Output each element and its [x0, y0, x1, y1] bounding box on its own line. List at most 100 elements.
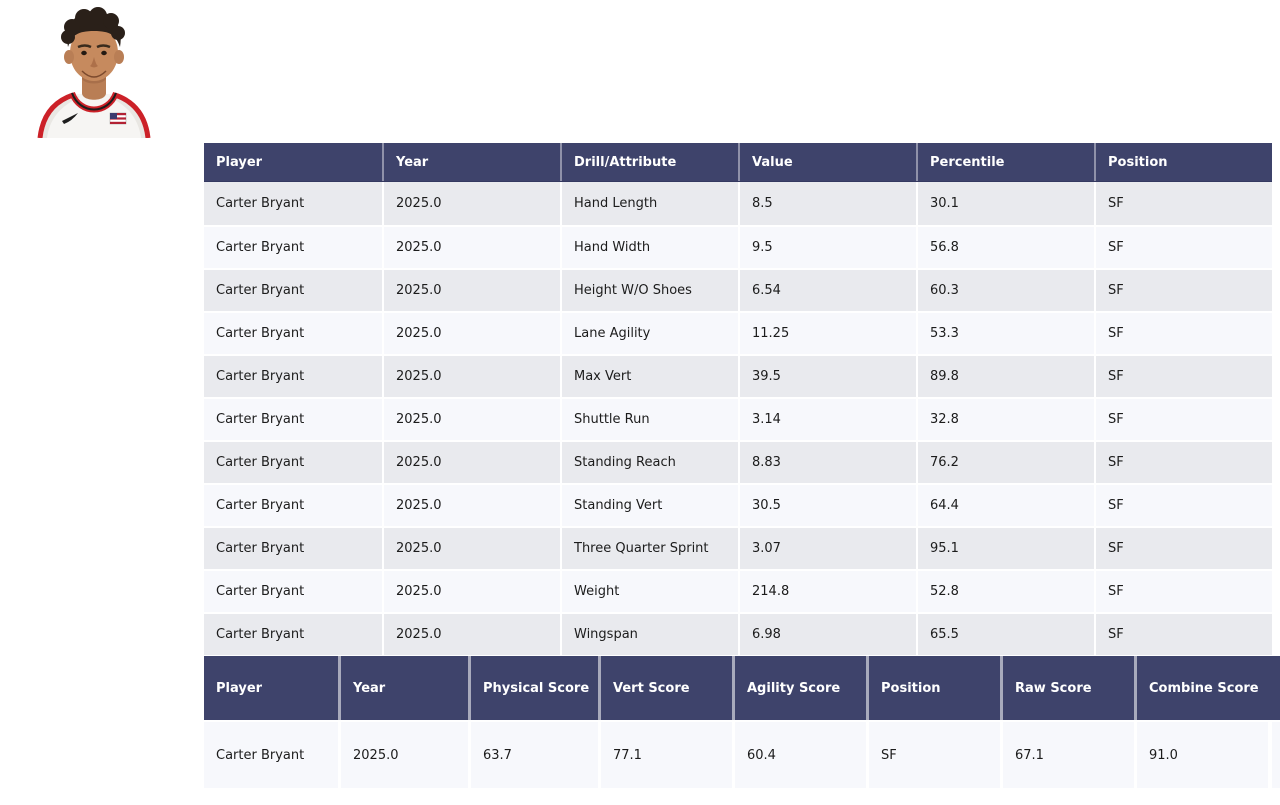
column-header-physical-score: Physical Score — [468, 656, 598, 720]
table-cell: 2025.0 — [382, 485, 560, 526]
table-row: Carter Bryant 2025.0 Weight 214.8 52.8 SF — [204, 569, 1272, 612]
table-cell: Carter Bryant — [204, 722, 338, 788]
table-cell: Carter Bryant — [204, 227, 382, 268]
table-cell: 2025.0 — [382, 528, 560, 569]
combine-scores-table-body: Carter Bryant 2025.0 63.7 77.1 60.4 SF 67.1 91.… — [204, 722, 1280, 788]
column-header-year: Year — [382, 143, 560, 181]
measurements-table-header: Player Year Drill/Attribute Value Percentile… — [204, 143, 1272, 182]
player-photo-graphic — [37, 7, 151, 139]
measurements-table-body: Carter Bryant 2025.0 Hand Length 8.5 30.1 SF C… — [204, 182, 1272, 655]
table-cell: Standing Vert — [560, 485, 738, 526]
table-cell: 2025.0 — [382, 270, 560, 311]
table-cell: 6.98 — [738, 614, 916, 655]
table-cell: Hand Length — [560, 182, 738, 225]
table-cell: 91.0 — [1134, 722, 1268, 788]
table-cell: 60.3 — [916, 270, 1094, 311]
table-cell: 63.7 — [468, 722, 598, 788]
column-header-agility-score: Agility Score — [732, 656, 866, 720]
table-cell: 65.5 — [916, 614, 1094, 655]
table-cell: 2025.0 — [382, 227, 560, 268]
table-cell: 2025.0 — [382, 356, 560, 397]
table-cell: Carter Bryant — [204, 313, 382, 354]
table-cell: Carter Bryant — [204, 399, 382, 440]
table-cell: Shuttle Run — [560, 399, 738, 440]
table-row: Carter Bryant 2025.0 Three Quarter Sprint 3… — [204, 526, 1272, 569]
table-cell: Wingspan — [560, 614, 738, 655]
table-cell: SF — [1094, 485, 1272, 526]
table-cell: 2025.0 — [382, 182, 560, 225]
table-cell: 39.5 — [738, 356, 916, 397]
table-cell: Three Quarter Sprint — [560, 528, 738, 569]
table-cell: SF — [866, 722, 1000, 788]
table-cell: 2025.0 — [382, 313, 560, 354]
table-cell: Carter Bryant — [204, 182, 382, 225]
table-cell: 32.8 — [916, 399, 1094, 440]
measurements-table: Player Year Drill/Attribute Value Percentile… — [204, 143, 1272, 655]
table-cell: Height W/O Shoes — [560, 270, 738, 311]
table-cell: 67.1 — [1000, 722, 1134, 788]
table-cell: SF — [1094, 399, 1272, 440]
table-cell: SF — [1094, 528, 1272, 569]
table-cell: 89.8 — [916, 356, 1094, 397]
table-cell: 2025.0 — [338, 722, 468, 788]
table-row: Carter Bryant 2025.0 Standing Reach 8.83 76.… — [204, 440, 1272, 483]
player-photo — [10, 5, 178, 139]
table-row: Carter Bryant 2025.0 Hand Length 8.5 30.1 SF — [204, 182, 1272, 225]
table-cell: SF — [1094, 182, 1272, 225]
column-header-vert-score: Vert Score — [598, 656, 732, 720]
table-cell: 77.1 — [598, 722, 732, 788]
table-row: Carter Bryant 2025.0 Shuttle Run 3.14 32.8 SF — [204, 397, 1272, 440]
column-header-combine-score: Combine Score — [1134, 656, 1268, 720]
table-cell: 60.4 — [732, 722, 866, 788]
column-header-raw-score: Raw Score — [1000, 656, 1134, 720]
column-header-position: Position — [866, 656, 1000, 720]
table-cell: 8.83 — [738, 442, 916, 483]
table-row: Carter Bryant 2025.0 63.7 77.1 60.4 SF 67.1 91.… — [204, 722, 1280, 788]
table-cell: Carter Bryant — [204, 614, 382, 655]
table-row: Carter Bryant 2025.0 Wingspan 6.98 65.5 SF — [204, 612, 1272, 655]
table-cell: 30.1 — [916, 182, 1094, 225]
table-cell: 64.4 — [916, 485, 1094, 526]
table-cell: SF — [1094, 270, 1272, 311]
table-cell: Hand Width — [560, 227, 738, 268]
table-cell: SF — [1094, 614, 1272, 655]
table-cell: 6.54 — [738, 270, 916, 311]
table-cell: 2025.0 — [382, 399, 560, 440]
table-cell: 2025.0 — [382, 614, 560, 655]
table-cell: SF — [1094, 356, 1272, 397]
table-row: Carter Bryant 2025.0 Standing Vert 30.5 64.4… — [204, 483, 1272, 526]
table-cell: 9.5 — [738, 227, 916, 268]
table-cell: SF — [1094, 571, 1272, 612]
column-header-player: Player — [216, 680, 263, 696]
table-cell: Carter Bryant — [204, 356, 382, 397]
table-cell: Weight — [560, 571, 738, 612]
column-header-position: Position — [1094, 143, 1272, 181]
table-cell: 3.07 — [738, 528, 916, 569]
table-row: Carter Bryant 2025.0 Hand Width 9.5 56.8 SF — [204, 225, 1272, 268]
table-row: Carter Bryant 2025.0 Height W/O Shoes 6.54 6… — [204, 268, 1272, 311]
table-cell: Carter Bryant — [204, 485, 382, 526]
column-header-year: Year — [338, 656, 468, 720]
table-cell: Carter Bryant — [204, 270, 382, 311]
table-cell: SF — [1094, 227, 1272, 268]
table-cell: 76.2 — [916, 442, 1094, 483]
combine-scores-table: Player Year Physical Score Vert Score Agilit… — [204, 656, 1280, 788]
table-cell: SF — [1094, 442, 1272, 483]
table-cell: 30.5 — [738, 485, 916, 526]
table-cell: Carter Bryant — [204, 571, 382, 612]
table-cell: Max Vert — [560, 356, 738, 397]
flag-patch — [109, 112, 127, 125]
table-cell: 53.3 — [916, 313, 1094, 354]
table-cell: SF — [1094, 313, 1272, 354]
table-cell: 2025.0 — [382, 571, 560, 612]
column-header-drill-attribute: Drill/Attribute — [560, 143, 738, 181]
combine-scores-table-header: Player Year Physical Score Vert Score Agilit… — [204, 656, 1280, 722]
table-cell: 2025.0 — [382, 442, 560, 483]
table-row: Carter Bryant 2025.0 Lane Agility 11.25 53.3… — [204, 311, 1272, 354]
column-header-percentile: Percentile — [916, 143, 1094, 181]
table-cell: 56.8 — [916, 227, 1094, 268]
table-row: Carter Bryant 2025.0 Max Vert 39.5 89.8 SF — [204, 354, 1272, 397]
table-cell: 52.8 — [916, 571, 1094, 612]
table-cell: Lane Agility — [560, 313, 738, 354]
